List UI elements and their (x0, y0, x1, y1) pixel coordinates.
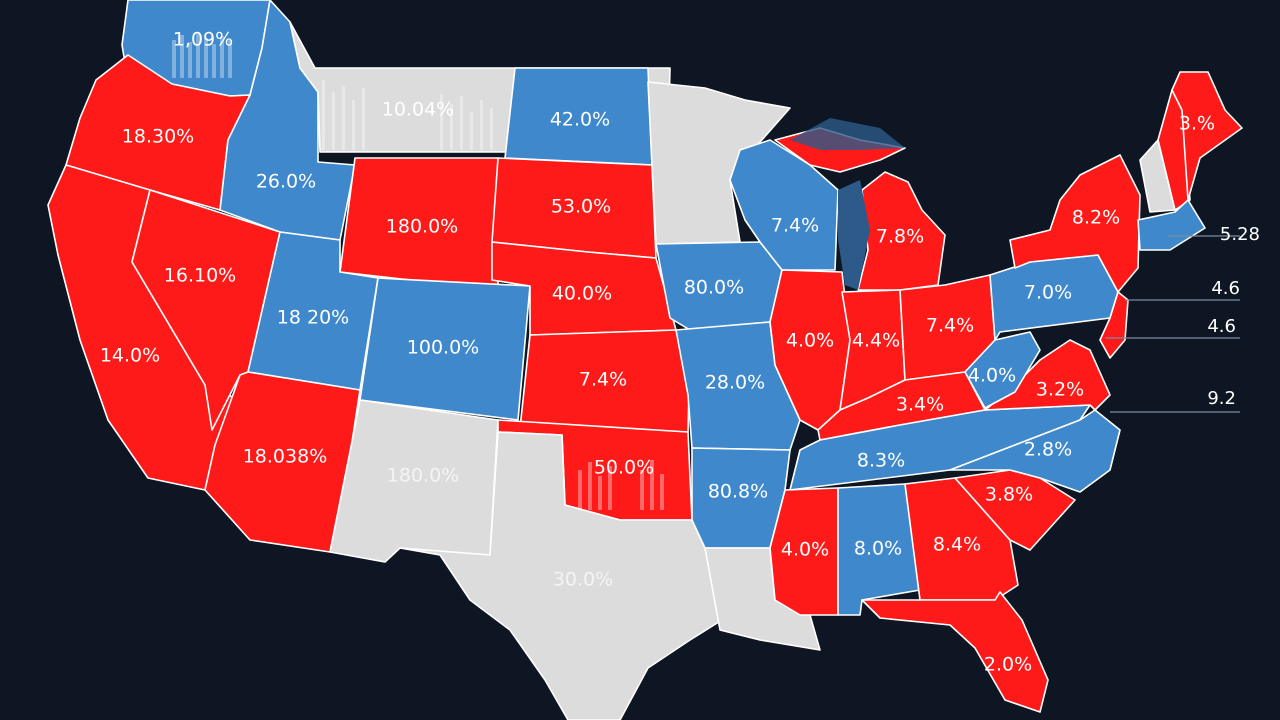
label-ks: 7.4% (579, 369, 627, 391)
label-me: 3.% (1179, 113, 1215, 135)
label-nv: 16.10% (164, 265, 236, 287)
label-fl: 2.0% (984, 654, 1032, 676)
label-wv: 4.0% (968, 365, 1016, 387)
label-al: 8.0% (854, 538, 902, 560)
state-michigan[interactable] (857, 171, 946, 291)
label-tn: 8.3% (857, 450, 905, 472)
state-florida[interactable] (861, 591, 1049, 713)
state-north-carolina[interactable] (949, 409, 1121, 493)
wa-bar-overlay (172, 32, 232, 78)
label-ia: 80.0% (684, 277, 744, 299)
side-label-4: 9.2 (1207, 388, 1236, 409)
lake-michigan (838, 180, 870, 290)
label-sc: 3.8% (985, 484, 1033, 506)
label-ne: 40.0% (552, 283, 612, 305)
label-ok: 50.0% (594, 457, 654, 479)
label-mi: 7.8% (876, 226, 924, 248)
state-wisconsin[interactable] (729, 139, 839, 271)
label-az: 18.038% (243, 446, 328, 468)
side-label-3: 4.6 (1207, 316, 1236, 337)
label-ar: 80.8% (708, 481, 768, 503)
label-wa: 1,09% (173, 29, 233, 51)
state-maine[interactable] (1171, 71, 1243, 201)
state-arizona[interactable] (204, 371, 361, 553)
label-nd: 42.0% (550, 109, 610, 131)
label-ga: 8.4% (933, 534, 981, 556)
label-in: 4.4% (852, 330, 900, 352)
label-wy: 180.0% (386, 216, 458, 238)
label-pa: 7.0% (1024, 282, 1072, 304)
label-va: 3.2% (1036, 379, 1084, 401)
label-ca: 14.0% (100, 345, 160, 367)
label-nm: 180.0% (387, 465, 459, 487)
label-co: 100.0% (407, 337, 479, 359)
side-callouts: 5.28 4.6 4.6 9.2 (1105, 224, 1260, 413)
label-ky: 3.4% (896, 394, 944, 416)
label-mo: 28.0% (705, 372, 765, 394)
state-colorado[interactable] (359, 277, 531, 421)
label-sd: 53.0% (551, 196, 611, 218)
mt-bar-overlay (322, 80, 493, 150)
label-or: 18.30% (122, 126, 194, 148)
lake-superior (790, 118, 905, 150)
label-oh: 7.4% (926, 315, 974, 337)
label-ms: 4.0% (781, 539, 829, 561)
label-ut: 18 20% (277, 307, 349, 329)
label-ny: 8.2% (1072, 207, 1120, 229)
state-texas[interactable] (399, 431, 723, 720)
ok-bar-overlay (578, 460, 664, 510)
label-mt: 10.04% (382, 99, 454, 121)
label-il: 4.0% (786, 330, 834, 352)
label-wi: 7.4% (771, 215, 819, 237)
label-nc: 2.8% (1024, 439, 1072, 461)
state-labels: 1,09% 18.30% 14.0% 16.10% 26.0% 10.04% 1… (100, 29, 1215, 676)
label-id: 26.0% (256, 171, 316, 193)
side-label-1: 5.28 (1220, 224, 1260, 245)
state-massachusetts[interactable] (1137, 199, 1206, 251)
side-label-2: 4.6 (1211, 278, 1240, 299)
label-tx: 30.0% (553, 569, 613, 591)
